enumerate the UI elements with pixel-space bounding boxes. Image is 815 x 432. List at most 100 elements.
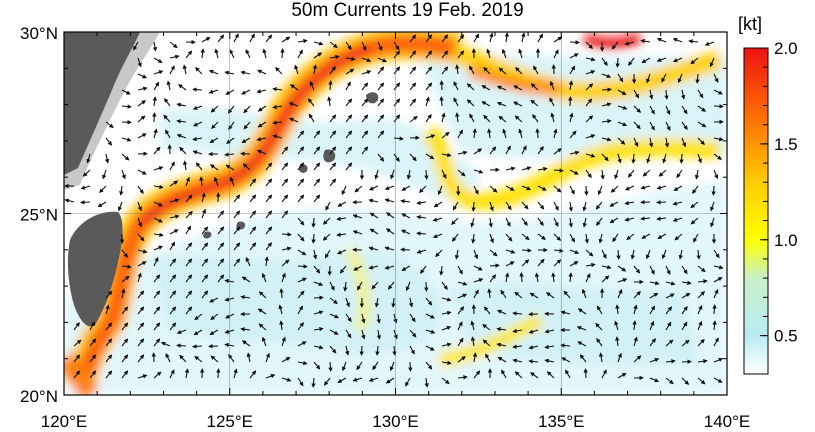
current-arrow	[697, 359, 708, 364]
current-arrow	[216, 368, 221, 379]
current-arrow	[153, 257, 159, 267]
current-arrow	[312, 249, 318, 260]
current-arrow	[169, 161, 175, 171]
current-arrow	[472, 352, 478, 363]
current-arrow	[201, 192, 206, 203]
current-arrow	[313, 361, 321, 370]
current-arrow	[195, 162, 203, 171]
current-arrow	[73, 370, 81, 379]
current-arrow	[486, 48, 491, 59]
current-arrow	[626, 233, 635, 241]
current-arrow	[281, 178, 289, 187]
current-arrow	[210, 355, 219, 363]
current-arrow	[601, 137, 612, 142]
current-arrow	[424, 377, 429, 388]
current-arrow	[697, 265, 706, 273]
current-arrow	[345, 98, 353, 107]
current-arrow	[233, 210, 241, 219]
current-arrow	[137, 201, 142, 212]
current-arrow	[453, 97, 459, 107]
current-arrow	[233, 242, 241, 251]
current-arrow	[249, 178, 257, 187]
current-arrow	[169, 229, 179, 235]
current-arrow	[329, 329, 339, 335]
current-arrow	[217, 210, 225, 219]
current-arrow	[281, 232, 292, 237]
current-arrow	[279, 288, 284, 299]
current-arrow	[681, 359, 692, 364]
current-arrow	[489, 32, 494, 43]
current-arrow	[437, 185, 443, 196]
current-arrow	[337, 377, 347, 383]
current-arrow	[501, 48, 507, 59]
speed-band-yellow	[438, 313, 544, 367]
current-arrow	[617, 153, 622, 164]
current-arrow	[483, 306, 491, 315]
current-arrow	[617, 278, 628, 283]
current-arrow	[627, 169, 635, 178]
current-arrow	[265, 374, 276, 379]
current-arrow	[249, 370, 257, 379]
current-arrow	[601, 369, 607, 379]
current-arrow	[713, 136, 724, 142]
current-arrow	[470, 217, 475, 228]
current-arrow	[515, 66, 523, 75]
current-arrow	[176, 119, 187, 124]
current-arrow	[473, 370, 481, 379]
current-arrow	[137, 86, 148, 91]
current-arrow	[504, 32, 509, 43]
current-arrow	[153, 371, 162, 379]
current-arrow	[209, 297, 219, 303]
current-arrow	[472, 128, 477, 139]
current-arrow	[633, 355, 642, 363]
current-arrow	[457, 356, 466, 363]
current-arrow	[361, 130, 369, 139]
current-arrow	[569, 40, 580, 45]
current-arrow	[345, 68, 355, 75]
current-arrow	[409, 313, 416, 323]
current-arrow	[690, 201, 699, 209]
current-arrow	[361, 313, 366, 324]
current-arrow	[713, 249, 720, 259]
current-arrow	[233, 258, 241, 267]
current-arrow	[229, 49, 235, 59]
current-arrow	[713, 288, 719, 299]
current-arrow	[185, 306, 193, 315]
current-arrow	[471, 233, 476, 244]
current-arrow	[153, 81, 160, 91]
current-arrow	[369, 185, 379, 191]
current-arrow	[385, 228, 395, 235]
speed-band-red	[582, 32, 642, 50]
current-arrow	[343, 281, 348, 292]
current-arrow	[121, 104, 132, 109]
current-arrow	[329, 130, 337, 139]
current-arrow	[425, 82, 433, 91]
current-arrow	[201, 242, 209, 251]
current-arrow	[418, 185, 427, 194]
current-arrow	[473, 265, 483, 271]
current-arrow	[401, 185, 411, 191]
current-arrow	[665, 377, 674, 385]
current-arrow	[530, 372, 539, 379]
current-arrow	[496, 309, 507, 315]
current-arrow	[496, 326, 507, 332]
current-arrow	[281, 377, 292, 382]
current-arrow	[546, 371, 555, 379]
current-arrow	[553, 259, 562, 267]
current-arrow	[435, 249, 443, 258]
current-arrow	[560, 343, 571, 348]
current-arrow	[137, 100, 147, 107]
current-arrow	[409, 98, 417, 107]
current-arrow	[121, 288, 126, 299]
current-arrow	[214, 48, 219, 59]
current-arrow	[297, 194, 305, 203]
current-arrow	[137, 322, 145, 331]
current-arrow	[646, 73, 651, 84]
current-arrow	[585, 41, 593, 50]
current-arrow	[563, 290, 571, 299]
current-arrow	[713, 169, 719, 180]
current-arrow	[455, 64, 460, 75]
current-arrow	[681, 89, 686, 100]
current-arrow	[656, 185, 667, 190]
current-arrow	[501, 369, 507, 379]
